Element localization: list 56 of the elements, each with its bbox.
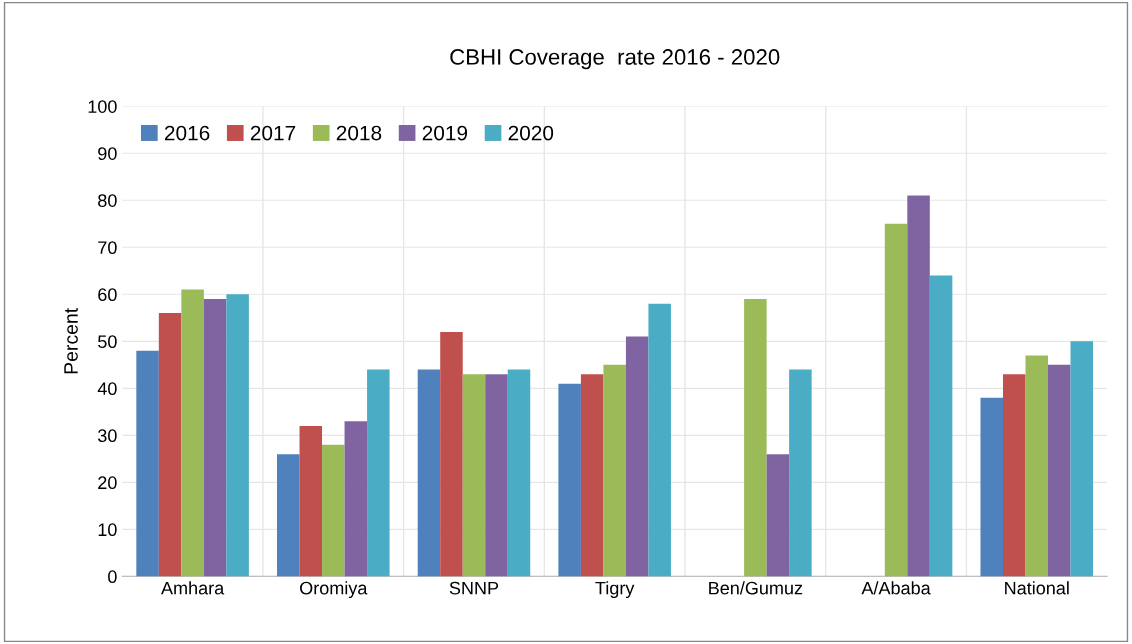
bar (462, 374, 486, 577)
x-tick-label: National (1005, 581, 1069, 595)
bar (226, 294, 249, 577)
bar (648, 303, 671, 577)
y-axis-title: Percent (64, 307, 78, 374)
bar (1025, 355, 1049, 577)
bar (580, 374, 604, 577)
y-tick-label: 50 (98, 335, 117, 349)
x-tick-label: Ben/Gumuz (709, 581, 803, 595)
bar (440, 331, 463, 577)
legend-label: 2016 (164, 125, 210, 141)
bar (789, 369, 812, 577)
bar (884, 223, 908, 577)
bar (1070, 341, 1094, 577)
bar (603, 364, 626, 577)
bar (744, 299, 767, 577)
legend-label: 2019 (422, 125, 468, 141)
bar (158, 313, 182, 577)
bar (980, 397, 1003, 577)
bar (625, 336, 649, 577)
bar (344, 421, 368, 577)
bar (277, 454, 300, 577)
bar (181, 289, 204, 577)
bar (1002, 374, 1026, 577)
bar (203, 299, 227, 577)
bar (929, 275, 953, 577)
bar (907, 195, 930, 577)
x-tick-label: Oromiya (300, 581, 368, 599)
y-tick-label: 0 (108, 570, 117, 584)
bar (485, 374, 508, 577)
x-tick-label: Tigry (595, 581, 635, 599)
bar (299, 425, 323, 577)
legend-label: 2020 (508, 125, 554, 141)
y-tick-label: 20 (98, 476, 117, 490)
legend-label: 2018 (336, 125, 382, 141)
y-tick-label: 60 (98, 288, 117, 302)
bar (322, 444, 345, 577)
bar (507, 369, 531, 577)
bar (558, 383, 581, 577)
bar (1048, 364, 1071, 577)
bar (417, 369, 441, 577)
y-tick-label: 70 (98, 241, 117, 255)
y-tick-label: 80 (98, 194, 117, 207)
x-tick-label: A/Ababa (861, 581, 931, 595)
legend-label: 2017 (250, 125, 296, 141)
y-tick-label: 30 (98, 429, 117, 443)
bar (136, 350, 159, 577)
y-tick-label: 10 (98, 523, 117, 537)
y-tick-label: 100 (88, 100, 117, 113)
y-tick-label: 40 (97, 382, 117, 396)
chart-title: CBHI Coverage rate 2016 - 2020 (450, 49, 780, 70)
x-tick-label: Amhara (161, 581, 225, 595)
y-tick-label: 90 (98, 147, 117, 160)
bar (766, 454, 790, 577)
x-tick-label: SNNP (449, 581, 499, 595)
bar (367, 369, 390, 577)
